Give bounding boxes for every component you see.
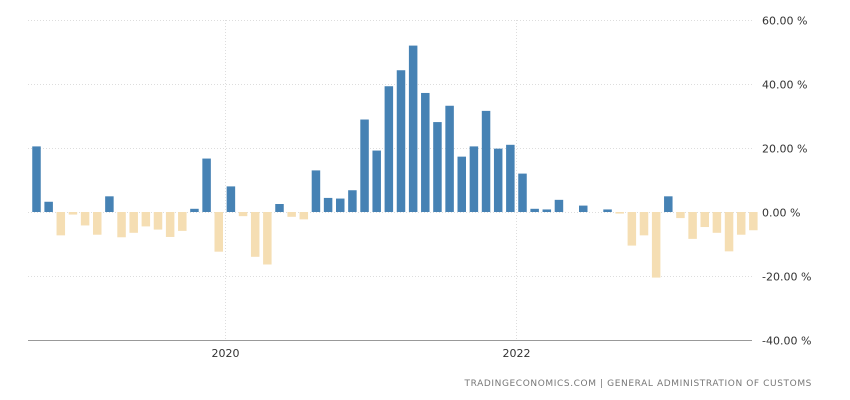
y-tick-label: 60.00 % [762, 15, 807, 28]
bar [323, 197, 333, 212]
bar [56, 212, 66, 236]
bar [80, 212, 90, 226]
bar [518, 173, 527, 212]
y-tick-labels: 60.00 % 40.00 % 20.00 % 0.00 % -20.00 % -40.0… [762, 15, 811, 348]
bar [44, 201, 53, 212]
bar [542, 209, 552, 212]
bar [299, 212, 309, 220]
bar [141, 212, 151, 227]
bar [615, 212, 624, 214]
bar [348, 190, 357, 212]
y-tick-label: 20.00 % [762, 143, 807, 156]
bar [32, 146, 41, 212]
bar [287, 212, 296, 217]
bar [178, 212, 187, 231]
bar [676, 212, 685, 219]
bar [664, 196, 673, 212]
bar [700, 212, 709, 228]
bar [688, 212, 697, 239]
bar [530, 208, 539, 212]
x-tick-labels: 2020 2022 [212, 347, 531, 360]
bar [311, 170, 321, 212]
bar [165, 212, 175, 237]
bar [93, 212, 102, 235]
x-tick-label: 2022 [503, 347, 531, 360]
bar [396, 70, 406, 213]
bar [736, 212, 746, 235]
y-tick-label: 0.00 % [762, 207, 800, 220]
x-tick-label: 2020 [212, 347, 240, 360]
bar [360, 119, 369, 212]
bar [263, 212, 272, 265]
bar [554, 199, 564, 212]
bars [32, 45, 758, 278]
bar [214, 212, 223, 252]
bar [724, 212, 734, 252]
bar [336, 198, 345, 212]
bar [639, 212, 649, 236]
bar [226, 186, 236, 212]
y-tick-label: -20.00 % [762, 271, 811, 284]
bar [153, 212, 163, 230]
y-tick-label: -40.00 % [762, 335, 811, 348]
bar [445, 105, 454, 212]
bar [469, 146, 479, 212]
bar [627, 212, 637, 246]
bar [579, 205, 588, 212]
bar [493, 148, 503, 212]
bar [250, 212, 260, 257]
bar [651, 212, 661, 278]
bar [408, 45, 418, 212]
bar [68, 212, 78, 215]
bar [202, 158, 211, 212]
source-attribution: TRADINGECONOMICS.COM | GENERAL ADMINISTR… [463, 379, 812, 389]
bar [506, 144, 515, 212]
bar [105, 196, 114, 212]
bar [190, 208, 199, 212]
bar [372, 150, 381, 212]
bar [481, 110, 491, 212]
bar [433, 122, 442, 212]
bar [238, 212, 248, 217]
bar [129, 212, 138, 233]
bar [603, 209, 612, 212]
bar [712, 212, 722, 233]
y-tick-label: 40.00 % [762, 79, 807, 92]
bar [275, 204, 284, 212]
bar [749, 212, 758, 231]
bar [384, 86, 394, 212]
bar [421, 92, 430, 212]
bar [457, 156, 466, 212]
bar [117, 212, 126, 238]
